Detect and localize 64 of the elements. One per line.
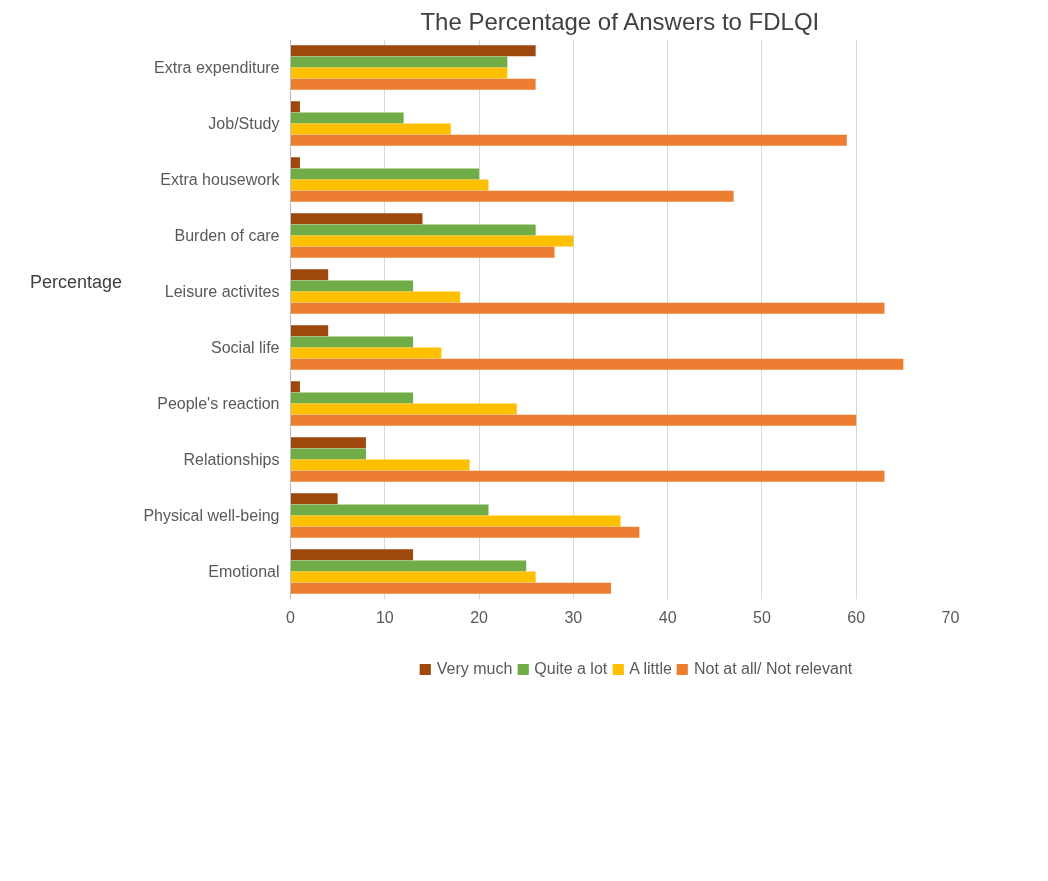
chart-title: The Percentage of Answers to FDLQI <box>420 7 820 35</box>
bar <box>290 437 366 449</box>
bar <box>290 470 885 482</box>
y-tick-label: People's reaction <box>157 395 280 412</box>
x-tick-label: 30 <box>564 608 583 626</box>
x-tick-label: 60 <box>847 608 866 626</box>
bar <box>290 515 621 527</box>
bar <box>290 45 536 57</box>
y-tick-label: Emotional <box>208 563 280 580</box>
bar <box>290 582 612 594</box>
bar <box>290 291 461 303</box>
bar <box>290 190 734 202</box>
bar <box>290 67 508 79</box>
x-tick-label: 10 <box>375 608 394 626</box>
bar <box>290 235 574 247</box>
bar <box>290 392 414 404</box>
x-tick-label: 50 <box>753 608 771 626</box>
bar <box>290 246 555 258</box>
y-tick-label: Burden of care <box>174 227 280 244</box>
bar <box>290 459 470 471</box>
bar <box>290 224 536 236</box>
bar <box>290 112 404 124</box>
bar <box>290 403 517 415</box>
bar <box>290 280 414 292</box>
bar <box>290 101 300 113</box>
y-tick-label: Extra expenditure <box>154 59 280 76</box>
bar <box>290 381 300 393</box>
bar <box>290 504 489 516</box>
bar <box>290 493 338 505</box>
bar <box>290 526 640 538</box>
bar <box>290 358 904 370</box>
y-tick-label: Leisure activites <box>164 283 280 300</box>
bar <box>290 414 857 426</box>
bar <box>290 168 480 180</box>
legend-label: Not at all/ Not relevant <box>693 660 853 678</box>
bar <box>290 347 442 359</box>
bar <box>290 179 489 191</box>
bar <box>290 571 536 583</box>
legend-label: Quite a lot <box>534 660 608 678</box>
bar <box>290 325 329 337</box>
y-tick-label: Relationships <box>183 451 280 468</box>
bar <box>290 448 366 460</box>
y-tick-label: Social life <box>211 339 280 356</box>
x-tick-label: 0 <box>286 608 296 626</box>
bar <box>290 336 414 348</box>
y-axis-title: Percentage <box>30 271 123 294</box>
bar <box>290 123 451 135</box>
bar <box>290 302 885 314</box>
bar <box>290 78 536 90</box>
bar <box>290 56 508 68</box>
bar <box>290 157 300 169</box>
x-tick-label: 40 <box>658 608 677 626</box>
x-tick-label: 20 <box>470 608 489 626</box>
bar <box>290 134 847 146</box>
legend-label: Very much <box>436 660 513 678</box>
y-tick-label: Job/Study <box>208 115 280 132</box>
bar <box>290 269 329 281</box>
bar <box>290 213 423 225</box>
bar <box>290 560 527 572</box>
y-tick-label: Physical well-being <box>143 507 280 524</box>
bar <box>290 549 414 561</box>
x-tick-label: 70 <box>941 608 960 626</box>
legend-label: A little <box>629 660 672 678</box>
y-tick-label: Extra housework <box>160 171 281 188</box>
